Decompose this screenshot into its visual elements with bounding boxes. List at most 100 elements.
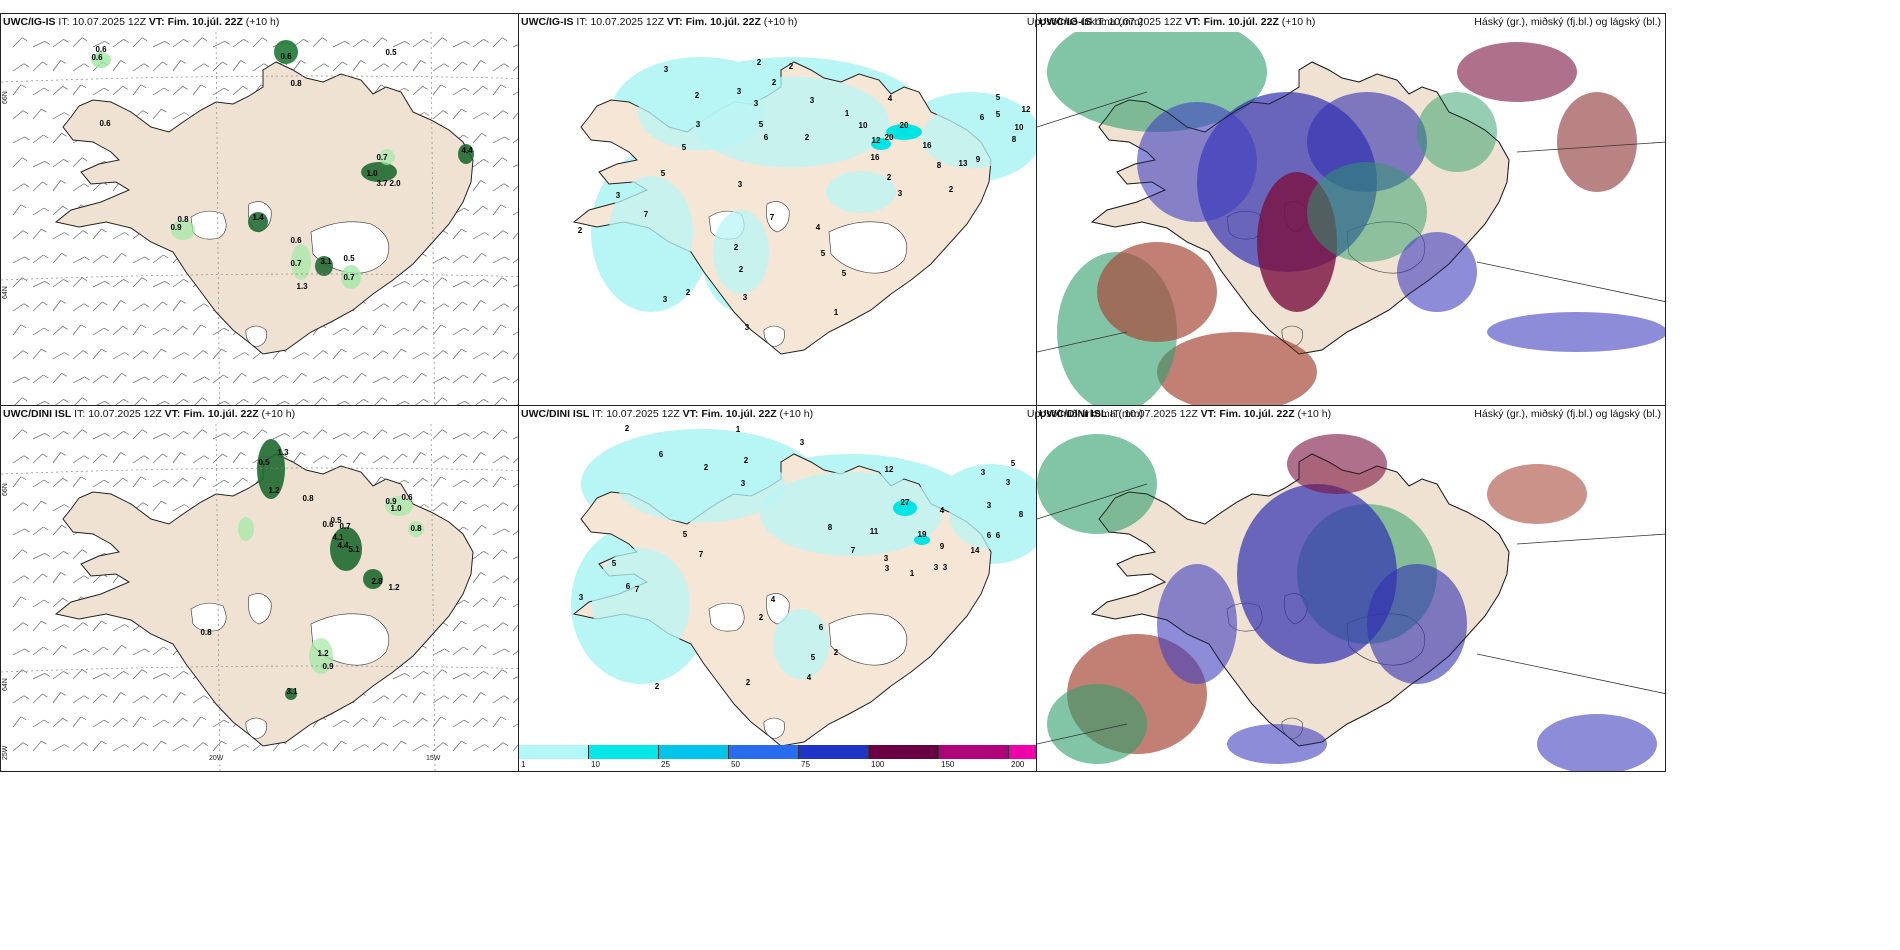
wind-barb (432, 303, 449, 312)
value-label: 0.6 (91, 53, 103, 62)
value-label: 0.6 (322, 520, 334, 529)
wind-barb (252, 429, 268, 440)
wind-barb (112, 253, 127, 264)
wind-barb (232, 86, 248, 96)
wind-barb (472, 253, 487, 264)
wind-barb (412, 744, 430, 752)
value-label: 1.2 (268, 486, 280, 495)
wind-barb (492, 429, 508, 440)
wind-barb (12, 742, 29, 752)
wind-barb (492, 350, 509, 360)
wind-barb (72, 622, 89, 632)
wind-barb (52, 718, 68, 728)
wind-gust-area (458, 144, 474, 164)
wind-barb (232, 744, 250, 752)
wind-barb (52, 598, 68, 608)
value-label: 3 (741, 479, 746, 488)
wind-barb (192, 429, 208, 440)
header-vt-label: VT: (1200, 408, 1217, 420)
wind-barb (52, 206, 68, 216)
wind-barb (452, 672, 470, 680)
wind-barb (72, 742, 89, 752)
glacier-outline (708, 602, 745, 632)
value-label: 0.8 (302, 494, 314, 503)
wind-barb (332, 40, 350, 48)
wind-barb (492, 596, 507, 608)
value-label: 5 (821, 249, 826, 258)
value-label: 3 (754, 99, 759, 108)
wind-barb (112, 60, 126, 72)
colorbar-cell (939, 745, 1009, 759)
wind-barb (452, 740, 467, 752)
wind-barb (452, 228, 467, 240)
wind-barb (12, 183, 29, 192)
panel-header: UWC/DINI ISL IT: 10.07.2025 12Z VT: Fim.… (1, 408, 629, 424)
value-label: 7 (699, 550, 704, 559)
map-canvas (1037, 424, 1665, 771)
wind-barb (432, 324, 447, 336)
value-label: 9 (976, 155, 981, 164)
wind-barb (492, 136, 510, 144)
wind-barb (32, 254, 49, 264)
wind-barb (452, 453, 468, 464)
low-cloud-area (1287, 434, 1387, 494)
wind-gust-area (379, 149, 395, 165)
wind-barb (12, 716, 27, 728)
wind-barb (32, 160, 50, 168)
wind-barb (472, 431, 489, 440)
wind-barb (432, 476, 447, 488)
wind-barb (72, 455, 89, 464)
value-label: 0.9 (385, 497, 397, 506)
wind-barb (372, 376, 390, 384)
wind-barb (252, 63, 269, 72)
wind-barb (412, 39, 429, 48)
wind-gust-area (385, 496, 413, 516)
value-label: 2 (834, 648, 839, 657)
wind-barb (32, 40, 50, 48)
precip-area (693, 76, 889, 168)
wind-barb (52, 279, 69, 288)
header-it-value: 10.07.2025 12Z (590, 16, 664, 28)
wind-gust-area (330, 527, 362, 571)
header-model: UWC/IG-IS (3, 16, 56, 28)
value-label: 6 (996, 531, 1001, 540)
value-label: 12 (885, 465, 894, 474)
wind-barb (92, 693, 108, 704)
wind-barb (472, 525, 487, 536)
value-label: 5 (811, 653, 816, 662)
wind-gust-area (315, 256, 333, 276)
wind-barb (52, 180, 66, 192)
wind-barb (292, 352, 310, 360)
wind-barb (32, 500, 47, 512)
coastline (1091, 453, 1510, 747)
wind-barb (52, 431, 69, 440)
value-label: 4 (771, 595, 776, 604)
wind-barb (272, 374, 289, 384)
wind-barb (152, 40, 170, 48)
value-label: 5.1 (348, 545, 360, 554)
wind-barb (192, 350, 209, 360)
wind-barb (112, 692, 126, 704)
wind-barb (92, 254, 109, 264)
wind-barb (452, 327, 470, 336)
wind-barb (12, 63, 29, 72)
wind-barb (32, 453, 48, 464)
wind-barb (212, 348, 227, 360)
wind-barb (472, 452, 486, 464)
wind-barb (232, 352, 250, 360)
field-title: Uppsöfnuð úrkoma (mm) (1026, 16, 1143, 28)
header-model: UWC/IG-IS (1039, 16, 1092, 28)
wind-barb (332, 327, 350, 336)
wind-barb (72, 376, 90, 384)
wind-barb (212, 719, 230, 728)
header-model: UWC/DINI ISL (521, 408, 590, 420)
wind-barb (392, 432, 410, 440)
wind-barb (172, 373, 187, 384)
wind-barb (12, 350, 29, 360)
header-lead: (+10 h) (261, 408, 296, 420)
value-label: 2 (704, 463, 709, 472)
value-label: 2 (949, 185, 954, 194)
wind-barb (312, 350, 329, 360)
wind-barb (112, 431, 129, 440)
value-label: 3 (1006, 478, 1011, 487)
